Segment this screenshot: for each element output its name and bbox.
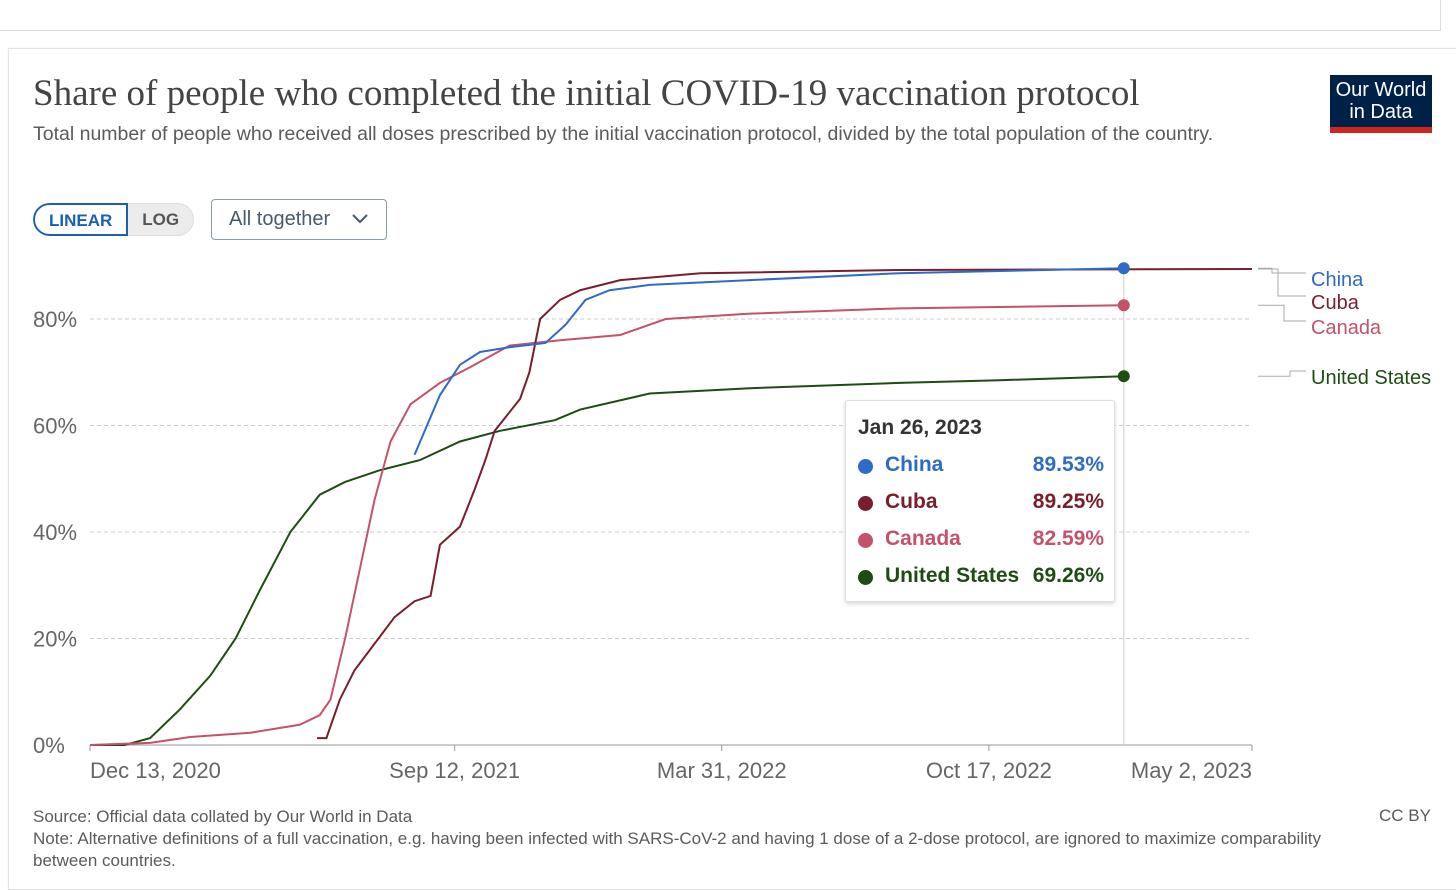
y-tick-label: 20% (33, 627, 77, 652)
owid-logo[interactable]: Our World in Data (1330, 75, 1432, 133)
legend-label: United States (1311, 367, 1431, 389)
tooltip-country: Cuba (885, 490, 938, 513)
tooltip-country: Canada (885, 527, 961, 550)
series-line-canada (89, 304, 1124, 746)
series-line-united-states (90, 375, 1124, 746)
x-tick-label: May 2, 2023 (1131, 758, 1252, 783)
source: Source: Official data collated by Our Wo… (33, 807, 413, 826)
series-line-china (413, 267, 1124, 456)
y-tick-label: 40% (33, 520, 77, 545)
tooltip-value: 89.25% (1032, 490, 1104, 513)
chart-subtitle: Total number of people who received all … (33, 123, 1214, 145)
legend-label: China (1311, 269, 1364, 291)
scale-toggle: LINEAR LOG (33, 203, 195, 236)
tooltip-row: China 89.53% (858, 453, 1104, 479)
legend-label: Cuba (1311, 292, 1360, 314)
tooltip-country: China (885, 453, 944, 476)
log-button[interactable]: LOG (128, 203, 195, 236)
tooltip-value: 89.53% (1032, 453, 1104, 476)
series-dot-icon (858, 459, 873, 474)
tooltip-country: United States (885, 564, 1020, 587)
series-dot-icon (858, 533, 873, 548)
legend-connector (1258, 267, 1306, 274)
linear-button[interactable]: LINEAR (33, 203, 129, 236)
tooltip: Jan 26, 2023 China 89.53% Cuba 89.25% Canada… (845, 400, 1115, 602)
legend-connector (1258, 370, 1306, 377)
chart-title: Share of people who completed the initia… (33, 73, 1140, 114)
legend-connector (1258, 268, 1306, 297)
facet-dropdown[interactable]: All together (211, 199, 387, 240)
hover-dot (1117, 299, 1130, 312)
legend-connector (1258, 304, 1306, 322)
footer-note: Source: Official data collated by Our Wo… (33, 806, 1323, 872)
y-tick-label: 60% (33, 414, 77, 439)
tooltip-row: United States 69.26% (858, 564, 1104, 590)
y-tick-label: 0% (33, 733, 65, 758)
series-dot-icon (858, 570, 873, 585)
top-bar (0, 0, 1441, 31)
x-tick-label: Dec 13, 2020 (90, 758, 221, 783)
tooltip-date: Jan 26, 2023 (858, 416, 982, 439)
tooltip-row: Canada 82.59% (858, 527, 1104, 553)
tooltip-row: Cuba 89.25% (858, 490, 1104, 516)
hover-dot (1117, 370, 1130, 383)
x-tick-label: Oct 17, 2022 (926, 758, 1052, 783)
series-line-cuba (317, 267, 1253, 740)
y-tick-label: 80% (33, 307, 77, 332)
chevron-down-icon (352, 214, 368, 224)
series-dot-icon (858, 496, 873, 511)
x-tick-label: Sep 12, 2021 (389, 758, 520, 783)
dropdown-value: All together (229, 208, 331, 230)
tooltip-value: 69.26% (1032, 564, 1104, 587)
x-tick-label: Mar 31, 2022 (657, 758, 787, 783)
tooltip-value: 82.59% (1032, 527, 1104, 550)
hover-dot (1117, 262, 1130, 275)
note: Note: Alternative definitions of a full … (33, 829, 1322, 870)
license[interactable]: CC BY (1379, 806, 1431, 825)
legend-label: Canada (1311, 317, 1382, 339)
